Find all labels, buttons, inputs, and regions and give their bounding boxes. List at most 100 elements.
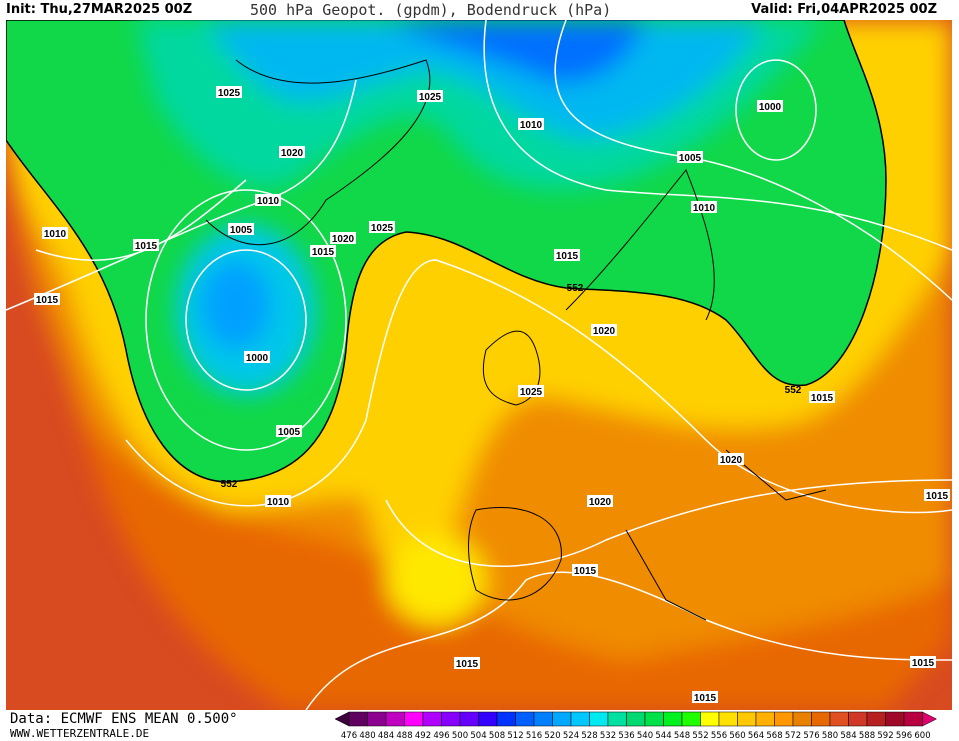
isobar-label: 1010	[42, 227, 68, 240]
colorbar-tick: 504	[470, 731, 486, 741]
isobar-label: 1005	[677, 151, 703, 164]
svg-text:1025: 1025	[419, 92, 442, 103]
colorbar-over-triangle	[922, 711, 938, 727]
svg-text:1020: 1020	[589, 497, 612, 508]
isobar-label: 1020	[330, 232, 356, 245]
isobar-label: 1010	[691, 201, 717, 214]
website: WWW.WETTERZENTRALE.DE	[10, 727, 150, 740]
isobar-label: 1015	[809, 391, 835, 404]
svg-text:1015: 1015	[312, 247, 335, 258]
colorbar-tick: 516	[526, 731, 542, 741]
colorbar-tick: 532	[600, 731, 616, 741]
isobar-label: 1015	[133, 239, 159, 252]
isobar-label: 1020	[279, 146, 305, 159]
colorbar-tick: 492	[415, 731, 431, 741]
colorbar-box	[737, 711, 757, 727]
colorbar-tick: 596	[896, 731, 912, 741]
isobar-label: 1000	[757, 100, 783, 113]
svg-text:1015: 1015	[556, 251, 579, 262]
isobar-labels: 1025 1025 1010 1000 1020 1005 1010 1010 1005 1025…	[34, 86, 950, 704]
isobar-label: 1005	[276, 425, 302, 438]
svg-text:1025: 1025	[371, 223, 394, 234]
colorbar-box	[663, 711, 683, 727]
isobar-label: 1005	[228, 223, 254, 236]
colorbar-box	[811, 711, 831, 727]
isobar-label: 552	[785, 385, 802, 396]
colorbar-tick: 588	[859, 731, 875, 741]
colorbar-box	[478, 711, 498, 727]
svg-text:1015: 1015	[912, 658, 935, 669]
colorbar-box	[515, 711, 535, 727]
svg-text:1025: 1025	[520, 387, 543, 398]
weather-map: 1025 1025 1010 1000 1020 1005 1010 1010 1005 1025…	[6, 20, 952, 710]
colorbar-box	[681, 711, 701, 727]
colorbar-box	[404, 711, 424, 727]
isobar-label: 1015	[454, 657, 480, 670]
colorbar-tick: 572	[785, 731, 801, 741]
colorbar-box	[774, 711, 794, 727]
isobar-label: 1015	[924, 489, 950, 502]
svg-text:1005: 1005	[278, 427, 301, 438]
isobar-label: 1015	[572, 564, 598, 577]
isobar-label: 1020	[587, 495, 613, 508]
svg-text:1010: 1010	[257, 196, 280, 207]
colorbar-box	[422, 711, 442, 727]
colorbar-tick: 592	[877, 731, 893, 741]
colorbar-tick: 496	[433, 731, 449, 741]
svg-text:1010: 1010	[693, 203, 716, 214]
colorbar-under-triangle	[335, 711, 350, 727]
isobar-label: 552	[221, 479, 238, 490]
colorbar-box	[866, 711, 886, 727]
svg-text:1005: 1005	[230, 225, 253, 236]
map-title: 500 hPa Geopot. (gpdm), Bodendruck (hPa)	[250, 1, 612, 19]
colorbar-tick: 476	[341, 731, 357, 741]
colorbar-box	[385, 711, 405, 727]
colorbar-box	[718, 711, 738, 727]
colorbar-tick: 548	[674, 731, 690, 741]
colorbar-tick: 564	[748, 731, 764, 741]
colorbar-tick: 484	[378, 731, 394, 741]
low-height-fill	[136, 20, 826, 395]
svg-text:1025: 1025	[218, 88, 241, 99]
colorbar-tick: 508	[489, 731, 505, 741]
colorbar-box	[348, 711, 368, 727]
svg-text:1015: 1015	[811, 393, 834, 404]
data-source: Data: ECMWF ENS MEAN 0.500°	[10, 711, 238, 727]
colorbar-tick: 600	[914, 731, 930, 741]
colorbar-tick: 520	[544, 731, 560, 741]
svg-text:1010: 1010	[520, 120, 543, 131]
colorbar-tick: 544	[655, 731, 671, 741]
svg-text:1005: 1005	[679, 153, 702, 164]
svg-text:1015: 1015	[926, 491, 949, 502]
colorbar-tick: 540	[637, 731, 653, 741]
init-time: Init: Thu,27MAR2025 00Z	[6, 2, 193, 17]
svg-text:1010: 1010	[267, 497, 290, 508]
svg-text:1000: 1000	[246, 353, 269, 364]
isobar-label: 1010	[265, 495, 291, 508]
isobar-label: 1025	[417, 90, 443, 103]
colorbar: 476 480 484 488 492 496 500 504 508 512 516 520 524 5…	[335, 711, 938, 741]
isobar-label: 1025	[369, 221, 395, 234]
colorbar-box	[367, 711, 387, 727]
svg-text:1020: 1020	[332, 234, 355, 245]
svg-text:1015: 1015	[135, 241, 158, 252]
colorbar-tick: 524	[563, 731, 579, 741]
colorbar-tick: 556	[711, 731, 727, 741]
isobar-label: 1015	[910, 656, 936, 669]
colorbar-box	[792, 711, 812, 727]
isobar-label: 1010	[518, 118, 544, 131]
colorbar-tick: 512	[507, 731, 523, 741]
isobar-label: 1015	[554, 249, 580, 262]
isobar-label: 1015	[34, 293, 60, 306]
colorbar-box	[570, 711, 590, 727]
colorbar-box	[626, 711, 646, 727]
colorbar-box	[829, 711, 849, 727]
colorbar-tick: 580	[822, 731, 838, 741]
colorbar-box	[552, 711, 572, 727]
colorbar-tick: 500	[452, 731, 468, 741]
colorbar-box	[589, 711, 609, 727]
isobar-label: 1020	[591, 324, 617, 337]
colorbar-box	[903, 711, 923, 727]
valid-time: Valid: Fri,04APR2025 00Z	[751, 2, 937, 17]
svg-text:1015: 1015	[456, 659, 479, 670]
